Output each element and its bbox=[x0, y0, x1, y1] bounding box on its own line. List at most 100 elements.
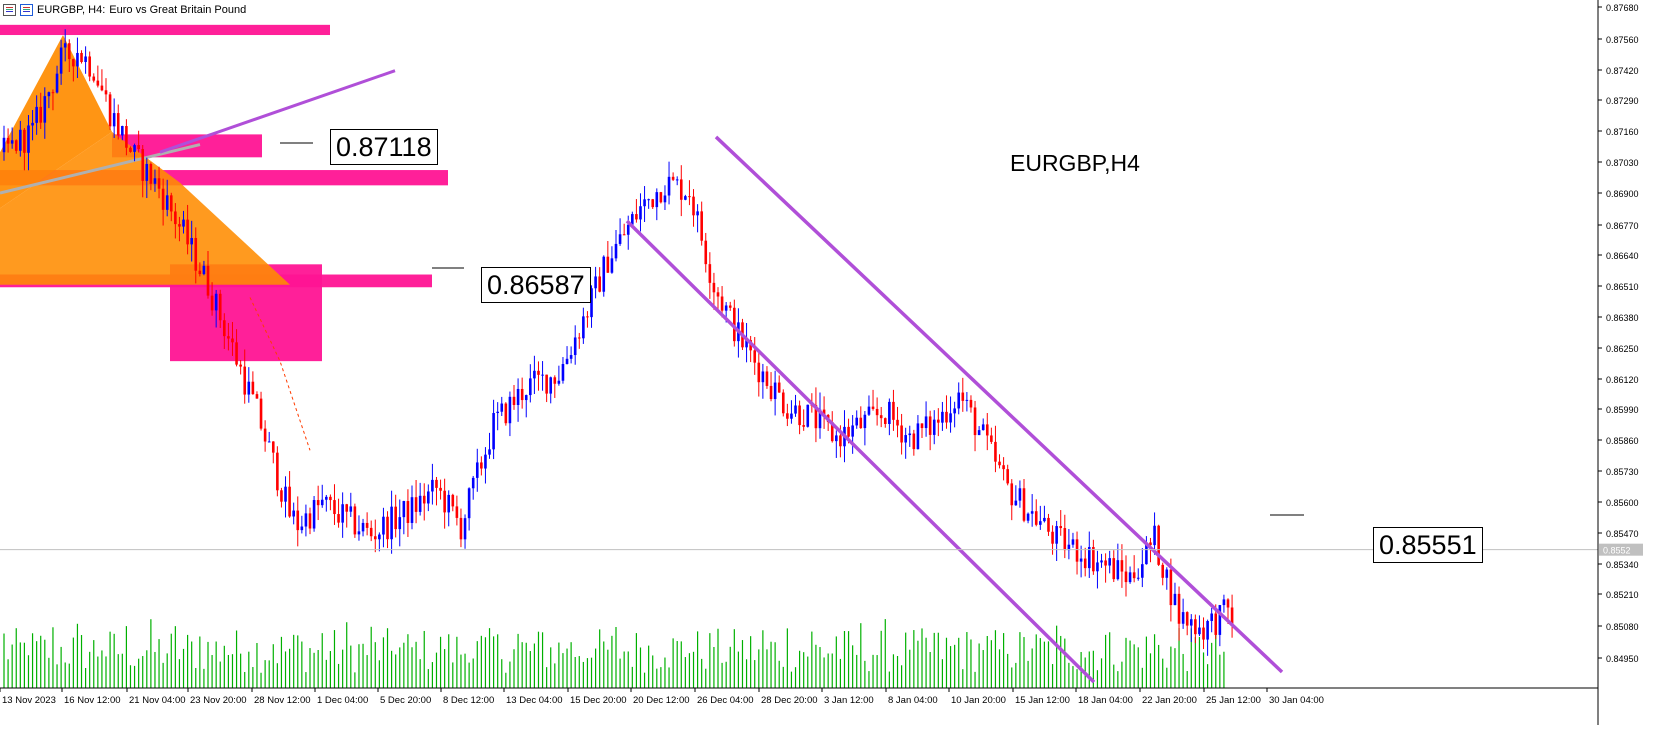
candle-body bbox=[353, 506, 357, 535]
candle-body bbox=[814, 405, 818, 429]
candlesticks bbox=[2, 29, 1234, 656]
candle-body bbox=[186, 219, 189, 245]
candle-body bbox=[879, 415, 883, 419]
candle-body bbox=[985, 424, 989, 436]
candle-body bbox=[210, 295, 214, 311]
candle-body bbox=[712, 282, 716, 293]
candle-body bbox=[537, 370, 540, 375]
candle-body bbox=[398, 517, 402, 530]
candle-body bbox=[496, 411, 499, 414]
candle-body bbox=[520, 388, 524, 401]
candle-body bbox=[863, 414, 867, 429]
candle-body bbox=[121, 126, 124, 136]
candle-body bbox=[169, 195, 173, 212]
candle-body bbox=[773, 382, 777, 400]
candle-body bbox=[790, 413, 793, 419]
candle-body bbox=[182, 219, 185, 227]
candle-body bbox=[251, 381, 255, 395]
price-tick-label: 0.85990 bbox=[1606, 405, 1639, 415]
candle-body bbox=[990, 435, 993, 442]
candle-body bbox=[316, 500, 320, 506]
candle-body bbox=[1022, 488, 1026, 521]
candle-body bbox=[206, 265, 210, 296]
candle-body bbox=[1226, 599, 1230, 608]
time-tick-label: 1 Dec 04:00 bbox=[317, 695, 368, 706]
candle-body bbox=[1096, 562, 1099, 572]
candle-body bbox=[365, 522, 369, 528]
candle-body bbox=[847, 426, 850, 437]
price-tick-label: 0.86380 bbox=[1606, 313, 1639, 323]
candle-body bbox=[594, 276, 597, 289]
candle-body bbox=[263, 428, 267, 442]
time-tick-label: 21 Nov 04:00 bbox=[129, 695, 186, 706]
candle-body bbox=[55, 73, 59, 93]
candle-body bbox=[973, 407, 977, 436]
candle-body bbox=[830, 422, 834, 442]
candle-body bbox=[639, 206, 642, 220]
candle-body bbox=[835, 435, 838, 442]
candle-body bbox=[288, 486, 291, 517]
candle-body bbox=[43, 96, 47, 123]
candle-body bbox=[892, 401, 895, 420]
candle-body bbox=[492, 413, 495, 450]
candle-body bbox=[965, 399, 969, 401]
candle-body bbox=[80, 52, 83, 63]
price-tick-label: 0.85860 bbox=[1606, 436, 1639, 446]
price-tick-label: 0.85210 bbox=[1606, 590, 1639, 600]
price-tick-label: 0.86510 bbox=[1606, 282, 1639, 292]
candle-body bbox=[488, 449, 491, 455]
time-tick-label: 30 Jan 04:00 bbox=[1269, 695, 1324, 706]
candle-body bbox=[410, 497, 414, 523]
candle-body bbox=[733, 307, 736, 342]
candle-body bbox=[720, 296, 724, 311]
harmonic-pattern bbox=[0, 35, 396, 451]
channel-upper-line bbox=[714, 135, 1284, 674]
candle-body bbox=[190, 237, 193, 245]
candle-body bbox=[19, 129, 22, 151]
candle-body bbox=[786, 413, 789, 419]
candle-body bbox=[949, 413, 952, 423]
candle-body bbox=[235, 342, 238, 365]
candle-body bbox=[667, 176, 671, 196]
candle-body bbox=[900, 425, 903, 443]
candle-body bbox=[427, 491, 430, 504]
candle-body bbox=[912, 433, 916, 450]
candle-body bbox=[794, 405, 797, 414]
symbol-flag-icon[interactable] bbox=[20, 4, 33, 16]
candle-body bbox=[651, 199, 655, 208]
candle-body bbox=[545, 374, 548, 394]
candle-body bbox=[296, 510, 300, 531]
candle-body bbox=[304, 513, 308, 527]
time-tick-label: 10 Jan 20:00 bbox=[951, 695, 1006, 706]
candle-body bbox=[524, 395, 528, 401]
candle-body bbox=[231, 338, 234, 343]
candle-body bbox=[529, 378, 532, 396]
candle-body bbox=[1014, 500, 1018, 506]
candle-body bbox=[541, 374, 544, 376]
candle-body bbox=[953, 408, 956, 414]
candle-body bbox=[1141, 564, 1144, 578]
candle-body bbox=[39, 106, 43, 123]
candle-body bbox=[178, 224, 181, 227]
candle-body bbox=[1145, 542, 1148, 565]
candle-body bbox=[981, 424, 985, 431]
chart-type-icon[interactable] bbox=[3, 4, 16, 16]
candle-body bbox=[31, 122, 34, 126]
candle-body bbox=[839, 435, 842, 447]
candle-body bbox=[104, 90, 108, 95]
time-tick-label: 26 Dec 04:00 bbox=[697, 695, 754, 706]
candle-body bbox=[198, 270, 202, 275]
candle-body bbox=[1120, 560, 1124, 572]
candle-body bbox=[223, 320, 226, 337]
candle-body bbox=[276, 452, 279, 491]
candle-body bbox=[451, 494, 455, 507]
candle-body bbox=[63, 43, 67, 48]
candle-body bbox=[194, 237, 198, 271]
chart-overlays bbox=[0, 135, 1598, 684]
level-callout-3: 0.85551 bbox=[1373, 527, 1483, 563]
candle-body bbox=[259, 398, 263, 429]
candle-body bbox=[1104, 560, 1107, 566]
candle-body bbox=[153, 178, 157, 184]
